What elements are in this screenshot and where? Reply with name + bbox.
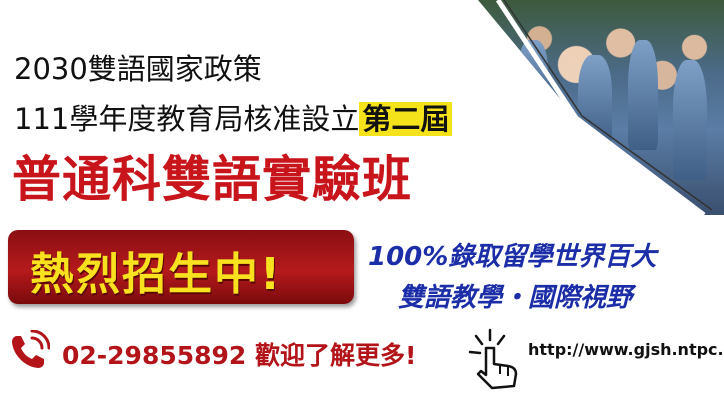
phone-icon (12, 330, 50, 368)
policy-line: 2030雙語國家政策 (14, 52, 262, 86)
approval-text: 111學年度教育局核准設立 (14, 102, 360, 136)
promo-admission-rate: 100%錄取留學世界百大 (368, 242, 657, 272)
enrollment-badge-text: 熱烈招生中! (30, 249, 283, 300)
website-link[interactable]: http://www.gjsh.ntpc. (528, 340, 724, 359)
program-title: 普通科雙語實驗班 (12, 151, 413, 208)
enrollment-badge: 熱烈招生中! (8, 230, 354, 304)
students-photo (478, 0, 724, 215)
pointing-hand-icon (468, 328, 518, 390)
edition-highlight: 第二屆 (359, 102, 453, 136)
contact-phone[interactable]: 02-29855892 歡迎了解更多! (62, 341, 417, 370)
approval-line: 111學年度教育局核准設立 第二屆 (14, 96, 453, 138)
promo-bilingual-teaching: 雙語教學・國際視野 (398, 283, 633, 313)
